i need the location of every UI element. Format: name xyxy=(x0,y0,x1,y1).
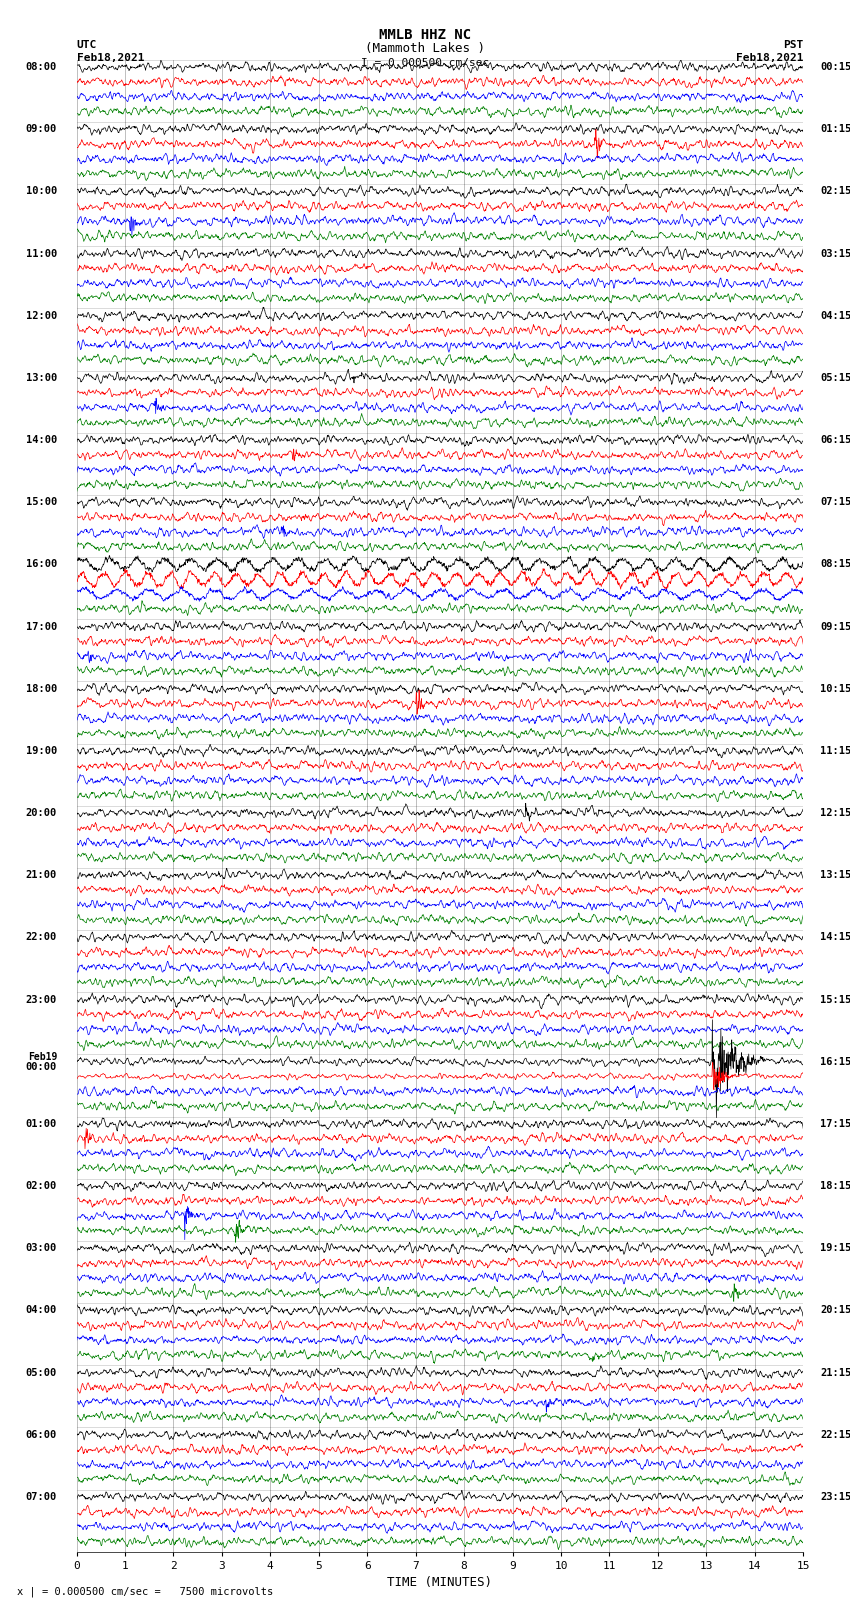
Text: 20:00: 20:00 xyxy=(26,808,57,818)
Text: 00:15: 00:15 xyxy=(820,61,850,73)
Text: 01:00: 01:00 xyxy=(26,1119,57,1129)
Text: 00:00: 00:00 xyxy=(26,1061,57,1071)
Text: 14:00: 14:00 xyxy=(26,436,57,445)
Text: 06:15: 06:15 xyxy=(820,436,850,445)
Text: 22:15: 22:15 xyxy=(820,1429,850,1440)
Text: 05:00: 05:00 xyxy=(26,1368,57,1378)
Text: 04:15: 04:15 xyxy=(820,311,850,321)
Text: 03:00: 03:00 xyxy=(26,1244,57,1253)
Text: 12:15: 12:15 xyxy=(820,808,850,818)
Text: 01:15: 01:15 xyxy=(820,124,850,134)
Text: 08:15: 08:15 xyxy=(820,560,850,569)
Text: 04:00: 04:00 xyxy=(26,1305,57,1316)
Text: 17:15: 17:15 xyxy=(820,1119,850,1129)
Text: 16:00: 16:00 xyxy=(26,560,57,569)
Text: (Mammoth Lakes ): (Mammoth Lakes ) xyxy=(365,42,485,55)
Text: 18:00: 18:00 xyxy=(26,684,57,694)
Text: 10:00: 10:00 xyxy=(26,187,57,197)
Text: 09:15: 09:15 xyxy=(820,621,850,632)
Text: I = 0.000500 cm/sec: I = 0.000500 cm/sec xyxy=(361,58,489,68)
Text: 15:15: 15:15 xyxy=(820,995,850,1005)
Text: 16:15: 16:15 xyxy=(820,1057,850,1066)
Text: 12:00: 12:00 xyxy=(26,311,57,321)
Text: 05:15: 05:15 xyxy=(820,373,850,382)
Text: 03:15: 03:15 xyxy=(820,248,850,258)
Text: 13:00: 13:00 xyxy=(26,373,57,382)
X-axis label: TIME (MINUTES): TIME (MINUTES) xyxy=(388,1576,492,1589)
Text: 02:15: 02:15 xyxy=(820,187,850,197)
Text: 21:00: 21:00 xyxy=(26,871,57,881)
Text: 11:00: 11:00 xyxy=(26,248,57,258)
Text: 07:00: 07:00 xyxy=(26,1492,57,1502)
Text: 23:15: 23:15 xyxy=(820,1492,850,1502)
Text: 20:15: 20:15 xyxy=(820,1305,850,1316)
Text: MMLB HHZ NC: MMLB HHZ NC xyxy=(379,27,471,42)
Text: Feb19: Feb19 xyxy=(28,1052,57,1061)
Text: 13:15: 13:15 xyxy=(820,871,850,881)
Text: 15:00: 15:00 xyxy=(26,497,57,506)
Text: 09:00: 09:00 xyxy=(26,124,57,134)
Text: 07:15: 07:15 xyxy=(820,497,850,506)
Text: 17:00: 17:00 xyxy=(26,621,57,632)
Text: 18:15: 18:15 xyxy=(820,1181,850,1190)
Text: Feb18,2021: Feb18,2021 xyxy=(736,53,803,63)
Text: x | = 0.000500 cm/sec =   7500 microvolts: x | = 0.000500 cm/sec = 7500 microvolts xyxy=(17,1586,273,1597)
Text: 23:00: 23:00 xyxy=(26,995,57,1005)
Text: PST: PST xyxy=(783,40,803,50)
Text: 10:15: 10:15 xyxy=(820,684,850,694)
Text: 21:15: 21:15 xyxy=(820,1368,850,1378)
Text: 14:15: 14:15 xyxy=(820,932,850,942)
Text: 22:00: 22:00 xyxy=(26,932,57,942)
Text: Feb18,2021: Feb18,2021 xyxy=(76,53,144,63)
Text: 02:00: 02:00 xyxy=(26,1181,57,1190)
Text: 11:15: 11:15 xyxy=(820,745,850,756)
Text: 19:15: 19:15 xyxy=(820,1244,850,1253)
Text: UTC: UTC xyxy=(76,40,97,50)
Text: 06:00: 06:00 xyxy=(26,1429,57,1440)
Text: 08:00: 08:00 xyxy=(26,61,57,73)
Text: 19:00: 19:00 xyxy=(26,745,57,756)
